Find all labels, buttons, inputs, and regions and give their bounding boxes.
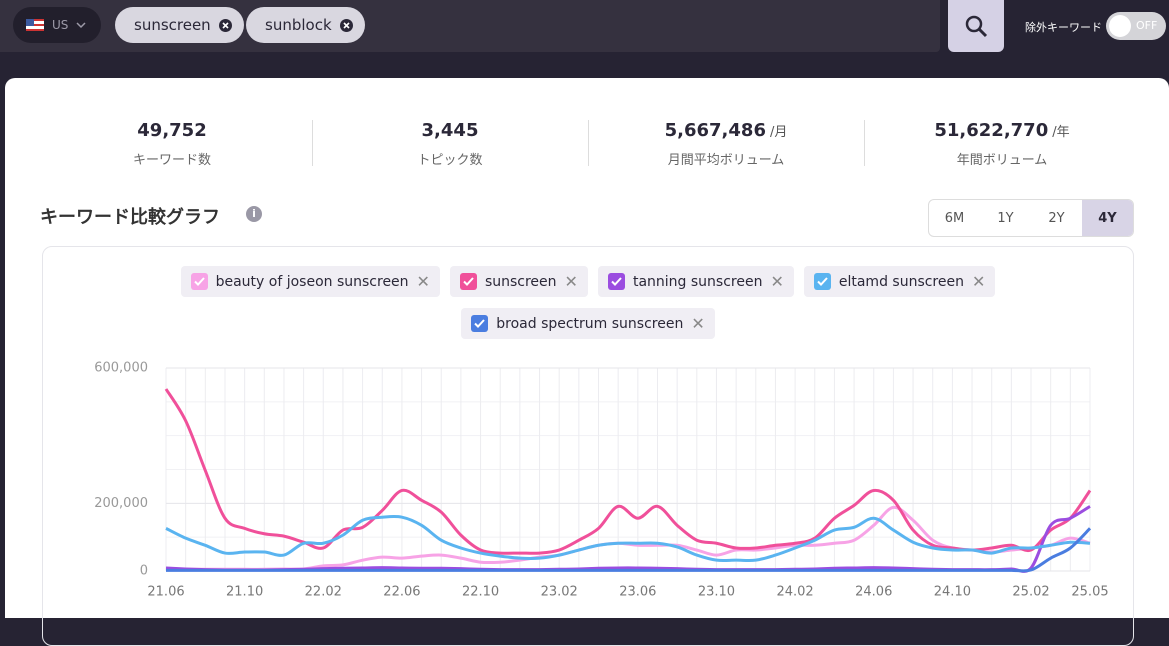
x-tick-label: 25.05 — [1071, 585, 1108, 600]
search-icon — [965, 15, 988, 38]
stat-value-row: 5,667,486/月 — [588, 120, 864, 141]
stat-label: トピック数 — [417, 153, 483, 168]
legend-label: sunscreen — [484, 273, 557, 290]
legend-remove[interactable]: ✕ — [770, 272, 784, 291]
legend-remove[interactable]: ✕ — [691, 314, 705, 333]
x-tick-label: 24.10 — [934, 585, 971, 600]
keyword-chip[interactable]: sunscreen — [115, 7, 244, 43]
x-tick-label: 21.06 — [147, 585, 184, 600]
keyword-chip[interactable]: sunblock — [246, 7, 365, 43]
series-line — [165, 514, 1091, 563]
country-code: US — [52, 18, 69, 32]
series-line — [165, 505, 1091, 571]
stat-label: 月間平均ボリューム — [667, 153, 785, 168]
divider — [864, 120, 865, 166]
stat-value: 51,622,770 — [934, 120, 1049, 141]
flag — [26, 19, 44, 31]
toggle-state: OFF — [1136, 19, 1158, 32]
stat: 5,667,486/月月間平均ボリューム — [588, 120, 864, 168]
legend-item[interactable]: sunscreen ✕ — [449, 266, 588, 297]
x-tick-label: 23.10 — [698, 585, 735, 600]
check — [817, 277, 828, 286]
period-button[interactable]: 1Y — [997, 210, 1014, 226]
stat-value-row: 51,622,770/年 — [864, 120, 1140, 141]
stat-label: キーワード数 — [132, 153, 211, 168]
series-line — [166, 527, 1092, 573]
legend-remove[interactable]: ✕ — [564, 272, 578, 291]
remove-icon[interactable] — [339, 18, 353, 32]
chevron — [76, 22, 86, 29]
divider — [588, 120, 589, 166]
x-tick-label: 22.06 — [383, 585, 420, 600]
stat-value-row: 49,752 — [34, 120, 310, 141]
search-button[interactable] — [948, 0, 1004, 52]
remove-icon[interactable] — [218, 18, 232, 32]
legend-checkbox — [607, 273, 625, 290]
section-title: キーワード比較グラフ — [40, 207, 220, 228]
legend-label: broad spectrum sunscreen — [496, 315, 684, 332]
legend-checkbox — [471, 315, 489, 332]
keyword: sunblock — [265, 16, 332, 34]
exclude-label: 除外キーワード — [1025, 21, 1102, 34]
series-line — [165, 505, 1091, 573]
check — [193, 277, 205, 286]
stat-value-row: 3,445 — [312, 120, 588, 141]
series-line — [164, 388, 1092, 555]
check — [611, 277, 622, 286]
keyword: sunscreen — [134, 16, 211, 34]
x-tick-label: 24.02 — [776, 585, 813, 600]
legend-checkbox — [459, 273, 477, 290]
legend: broad spectrum sunscreen ✕ — [42, 308, 1134, 339]
exclude-toggle[interactable]: OFF — [1106, 12, 1166, 40]
x-tick-label: 23.06 — [619, 585, 656, 600]
x-tick-label: 21.10 — [226, 585, 263, 600]
x-tick-label: 25.02 — [1012, 585, 1049, 600]
legend-label: eltamd sunscreen — [838, 273, 964, 290]
chart: 0 200,000 600,000 21.06 21.10 22.02 22.06 22.10… — [94, 361, 1108, 600]
legend-checkbox — [190, 273, 208, 290]
toggle-knob — [1109, 15, 1131, 37]
period-selector: 6M 1Y 2Y 4Y — [928, 199, 1134, 237]
period-button[interactable]: 2Y — [1048, 210, 1065, 226]
stat: 3,445 トピック数 — [312, 120, 588, 168]
stat-unit: /年 — [1052, 125, 1070, 140]
stat-value: 49,752 — [137, 120, 207, 141]
legend: beauty of joseon sunscreen ✕ sunscreen ✕ tan… — [42, 266, 1134, 297]
divider — [312, 120, 313, 166]
legend-checkbox — [813, 273, 831, 290]
period-button[interactable]: 4Y — [1082, 200, 1133, 236]
country-select[interactable]: US — [13, 7, 101, 43]
legend-item[interactable]: broad spectrum sunscreen ✕ — [461, 308, 715, 339]
legend-remove[interactable]: ✕ — [971, 272, 986, 291]
x-tick-label: 24.06 — [855, 585, 892, 600]
y-tick-label: 0 — [140, 564, 148, 579]
stat: 51,622,770/年 年間ボリューム — [864, 120, 1140, 168]
legend-remove[interactable]: ✕ — [416, 272, 430, 291]
stat: 49,752 キーワード数 — [34, 120, 310, 168]
legend-label: tanning sunscreen — [632, 273, 763, 290]
x-tick-label: 22.02 — [305, 585, 342, 600]
check — [463, 277, 474, 286]
check — [474, 319, 485, 328]
stat-unit: /月 — [769, 125, 788, 140]
legend-item[interactable]: beauty of joseon sunscreen ✕ — [180, 266, 440, 297]
stat-value: 3,445 — [421, 120, 479, 141]
content-card — [5, 78, 1169, 618]
legend-item[interactable]: tanning sunscreen ✕ — [597, 266, 794, 297]
period-button[interactable]: 6M — [944, 210, 965, 226]
stat-label: 年間ボリューム — [956, 153, 1048, 168]
info-icon[interactable]: i — [246, 206, 262, 222]
stat-value: 5,667,486 — [664, 120, 766, 141]
x-tick-label: 23.02 — [541, 585, 578, 600]
y-tick-label: 200,000 — [94, 496, 148, 511]
y-tick-label: 600,000 — [94, 361, 148, 376]
legend-label: beauty of joseon sunscreen — [215, 273, 409, 290]
x-tick-label: 22.10 — [462, 585, 499, 600]
legend-item[interactable]: eltamd sunscreen ✕ — [803, 266, 996, 297]
